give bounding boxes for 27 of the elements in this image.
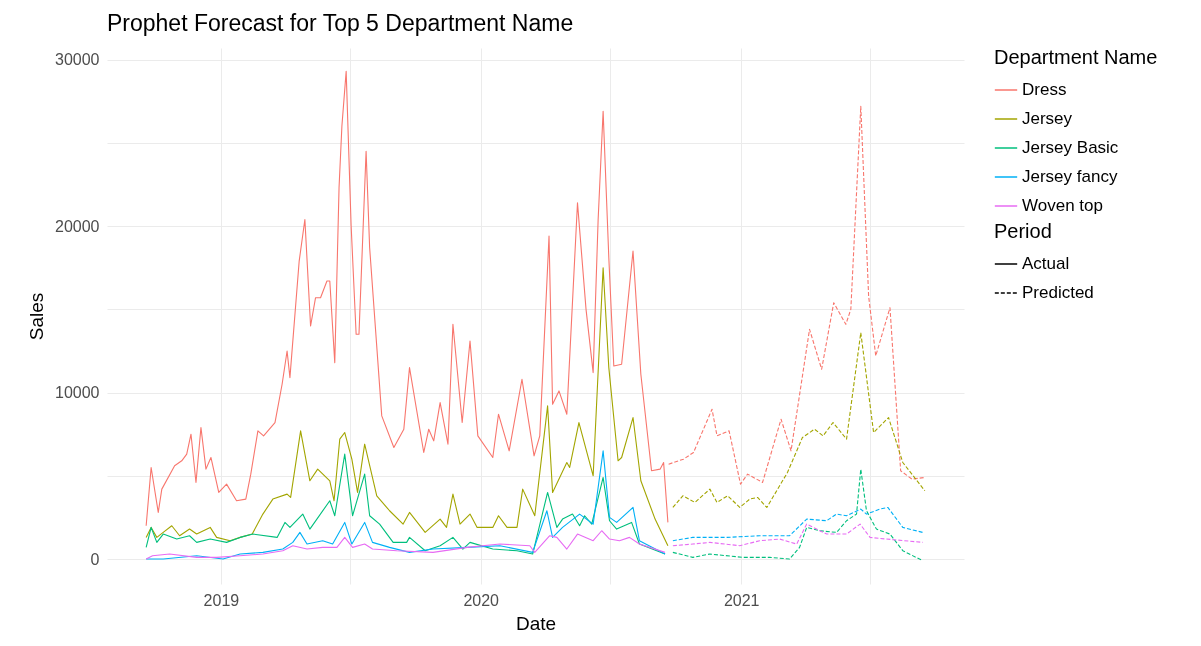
line-series (668, 105, 926, 485)
line-series (672, 332, 926, 508)
text: Actual (1022, 254, 1070, 273)
y-tick-label: 20000 (55, 217, 100, 235)
y-tick-label: 0 (90, 550, 100, 568)
legend-label: Jersey Basic (1022, 138, 1119, 157)
line-series (145, 530, 666, 560)
line-series (145, 70, 669, 527)
chart-title: Prophet Forecast for Top 5 Department Name (107, 10, 574, 36)
y-tick-label: 10000 (55, 384, 100, 402)
x-tick-label: 2019 (203, 591, 240, 609)
x-axis-title: Date (515, 612, 557, 634)
legend-label: Jersey (1022, 109, 1073, 128)
text: Predicted (1022, 283, 1094, 302)
x-tick-label: 2021 (723, 591, 760, 609)
text: Period (994, 220, 1052, 242)
line-series (672, 506, 924, 542)
legend-label: Dress (1022, 80, 1067, 99)
legend-label: Jersey fancy (1022, 167, 1118, 186)
line-series (672, 523, 924, 547)
x-tick-label: 2020 (463, 591, 500, 609)
y-tick-label: 30000 (55, 51, 100, 69)
line-series (145, 267, 669, 547)
text: Department Name (994, 46, 1158, 68)
y-axis-title: Sales (26, 292, 48, 341)
line-series (672, 468, 924, 562)
legend-label: Woven top (1022, 196, 1103, 215)
